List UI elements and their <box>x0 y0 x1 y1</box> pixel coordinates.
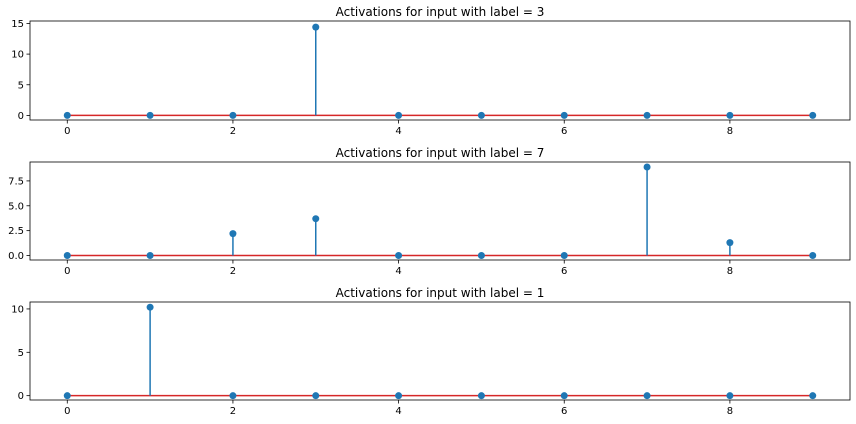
data-point <box>726 239 734 247</box>
data-point <box>146 111 154 119</box>
x-tick-label: 8 <box>727 126 733 137</box>
data-point <box>809 252 817 260</box>
chart-title: Activations for input with label = 1 <box>336 286 545 300</box>
chart-title: Activations for input with label = 3 <box>336 5 545 19</box>
x-tick-label: 4 <box>395 406 401 417</box>
x-tick-label: 0 <box>64 266 70 277</box>
subplot-label-7: Activations for input with label = 7 0 2 4 6… <box>8 146 851 277</box>
data-point <box>229 392 237 400</box>
data-point <box>643 392 651 400</box>
data-point <box>146 303 154 311</box>
data-point <box>809 111 817 119</box>
y-tick-label: 7.5 <box>8 176 24 187</box>
data-point <box>477 252 485 260</box>
data-point <box>560 392 568 400</box>
data-point <box>395 392 403 400</box>
y-tick-label: 10 <box>11 304 24 315</box>
data-point <box>560 252 568 260</box>
data-point <box>726 111 734 119</box>
axes-frame <box>29 301 851 401</box>
x-tick-label: 4 <box>395 266 401 277</box>
data-point <box>477 111 485 119</box>
x-tick-label: 2 <box>230 406 236 417</box>
data-point <box>312 215 320 223</box>
y-tick-label: 0.0 <box>8 251 24 262</box>
axes-frame <box>29 161 851 261</box>
x-tick-label: 6 <box>561 266 567 277</box>
x-tick-label: 8 <box>727 406 733 417</box>
data-point <box>809 392 817 400</box>
data-point <box>312 23 320 31</box>
data-point <box>63 392 71 400</box>
x-tick-label: 6 <box>561 406 567 417</box>
y-tick-label: 15 <box>11 19 24 30</box>
y-tick-label: 0 <box>18 391 24 402</box>
data-point <box>477 392 485 400</box>
data-point <box>643 163 651 171</box>
axes-frame <box>29 20 851 121</box>
data-point <box>395 252 403 260</box>
x-tick-label: 0 <box>64 406 70 417</box>
y-tick-label: 5.0 <box>8 201 24 212</box>
subplot-label-3: Activations for input with label = 3 0 2 4 6… <box>11 5 851 137</box>
y-tick-label: 5 <box>18 80 24 91</box>
x-tick-label: 2 <box>230 126 236 137</box>
data-point <box>395 111 403 119</box>
data-point <box>63 252 71 260</box>
y-tick-label: 2.5 <box>8 226 24 237</box>
x-tick-label: 8 <box>727 266 733 277</box>
y-tick-label: 0 <box>18 111 24 122</box>
y-tick-label: 10 <box>11 50 24 61</box>
data-point <box>146 252 154 260</box>
data-point <box>63 111 71 119</box>
data-point <box>726 392 734 400</box>
subplot-label-1: Activations for input with label = 1 0 2 4 6… <box>11 286 851 417</box>
data-point <box>229 111 237 119</box>
data-point <box>229 230 237 238</box>
x-tick-label: 4 <box>395 126 401 137</box>
data-point <box>312 392 320 400</box>
x-tick-label: 2 <box>230 266 236 277</box>
x-tick-label: 0 <box>64 126 70 137</box>
data-point <box>560 111 568 119</box>
y-tick-label: 5 <box>18 348 24 359</box>
data-point <box>643 111 651 119</box>
x-tick-label: 6 <box>561 126 567 137</box>
chart-title: Activations for input with label = 7 <box>336 146 545 160</box>
